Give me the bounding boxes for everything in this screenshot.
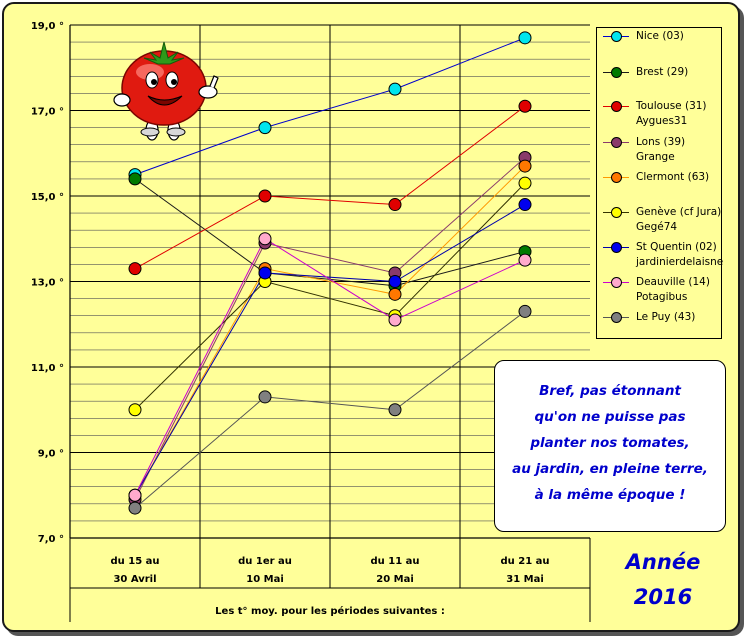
comment-line: planter nos tomates, (530, 435, 690, 451)
data-point (258, 390, 272, 404)
data-point (388, 82, 402, 96)
data-point (518, 198, 532, 212)
legend-marker (611, 137, 622, 148)
legend-label: Deauville (14) Potagibus (636, 276, 710, 303)
data-point (258, 232, 272, 246)
data-point (258, 189, 272, 203)
series-line (134, 157, 526, 500)
x-tick-label: 31 Mai (506, 574, 544, 585)
legend-label: Toulouse (31) Aygues31 (636, 100, 707, 127)
data-point (518, 31, 532, 45)
data-point (128, 501, 142, 515)
data-point (388, 198, 402, 212)
data-point (518, 99, 532, 113)
data-point (518, 304, 532, 318)
data-point (128, 488, 142, 502)
comment-line: qu'on ne puisse pas (534, 409, 686, 425)
series-line (134, 182, 526, 411)
legend-marker (611, 207, 622, 218)
legend-label: Le Puy (43) (636, 311, 696, 323)
tomato-mascot-icon (113, 41, 219, 141)
series-line (134, 105, 526, 270)
data-point (518, 176, 532, 190)
x-tick-label: du 1er au (238, 556, 292, 567)
x-tick-label: du 21 au (500, 556, 549, 567)
legend-sublabel: Potagibus (636, 291, 688, 303)
legend-label: St Quentin (02) jardinierdelaisne (636, 241, 724, 268)
comment-line: au jardin, en pleine terre, (512, 461, 708, 477)
y-tick-label: 17,0 ° (31, 107, 64, 118)
data-point (518, 159, 532, 173)
legend-marker (611, 242, 622, 253)
series-line (134, 238, 526, 496)
y-tick-label: 11,0 ° (31, 363, 64, 374)
x-axis-title: Les t° moy. pour les périodes suivantes … (215, 605, 445, 617)
data-point (258, 266, 272, 280)
data-point (258, 121, 272, 135)
series-line (134, 204, 526, 496)
year-value: 2016 (633, 585, 693, 609)
data-point (518, 253, 532, 267)
series-line (134, 311, 526, 509)
legend-marker (611, 312, 622, 323)
year-label: Année (625, 550, 701, 574)
legend-label: Brest (29) (636, 66, 689, 78)
comment-line: à la même époque ! (534, 487, 686, 503)
chart-legend: Nice (03) Brest (29) Toulouse (31) Aygues31… (596, 27, 724, 339)
x-tick-label: du 15 au (110, 556, 159, 567)
legend-label: Clermont (63) (636, 171, 710, 183)
series-line (134, 165, 526, 496)
legend-label: Lons (39) Grange (636, 136, 686, 163)
y-tick-label: 19,0 ° (31, 21, 64, 32)
y-tick-label: 9,0 ° (38, 449, 64, 460)
series-line (134, 37, 526, 176)
y-tick-label: 7,0 ° (38, 534, 64, 545)
data-point (128, 403, 142, 417)
legend-marker (611, 172, 622, 183)
comment-box: Bref, pas étonnant qu'on ne puisse pas p… (494, 360, 726, 532)
data-point (388, 313, 402, 327)
legend-sublabel: jardinierdelaisne (636, 256, 724, 268)
data-point (128, 262, 142, 276)
axis-labels: 7,0 ° 9,0 ° 11,0 ° 13,0 ° 15,0 ° 17,0 ° 19,0 °… (31, 21, 550, 617)
legend-marker (611, 277, 622, 288)
y-tick-label: 13,0 ° (31, 278, 64, 289)
legend-label: Genève (cf Jura) Gegé74 (636, 206, 722, 233)
legend-sublabel: Aygues31 (636, 115, 688, 127)
x-tick-label: 10 Mai (246, 574, 284, 585)
data-point (388, 287, 402, 301)
y-tick-label: 15,0 ° (31, 192, 64, 203)
legend-label: Nice (03) (636, 30, 684, 42)
data-point (388, 275, 402, 288)
legend-marker (611, 67, 622, 78)
chart-axes (69, 25, 591, 622)
chart-series (128, 31, 532, 515)
legend-sublabel: Grange (636, 151, 675, 163)
data-point (128, 172, 142, 186)
x-tick-label: 20 Mai (376, 574, 414, 585)
legend-marker (611, 101, 622, 112)
comment-line: Bref, pas étonnant (539, 383, 681, 399)
legend-sublabel: Gegé74 (636, 221, 678, 233)
x-tick-label: 30 Avril (113, 574, 156, 585)
data-point (388, 403, 402, 417)
x-tick-label: du 11 au (370, 556, 419, 567)
legend-marker (611, 31, 622, 42)
